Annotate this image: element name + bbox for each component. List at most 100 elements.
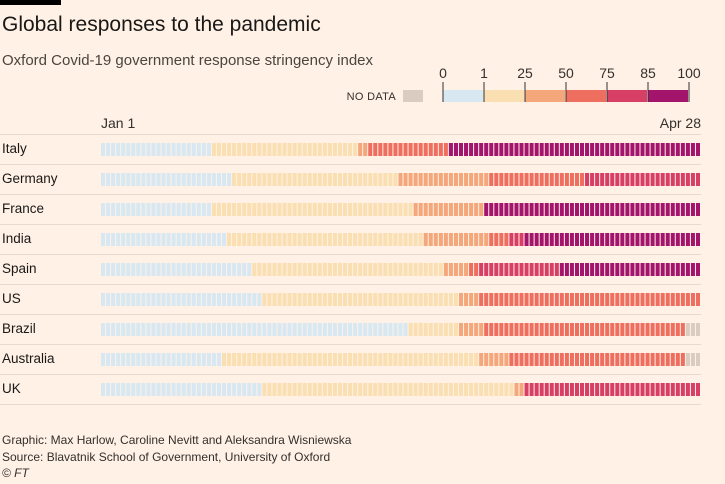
day-cell (146, 353, 151, 366)
day-cell (378, 323, 383, 336)
day-cell (348, 323, 353, 336)
day-cell (363, 143, 368, 156)
day-cell (358, 323, 363, 336)
day-cell (509, 143, 514, 156)
day-cell (645, 383, 650, 396)
day-cell (625, 293, 630, 306)
day-cell (448, 143, 453, 156)
day-cell (186, 323, 191, 336)
day-cell (625, 263, 630, 276)
day-cell (585, 173, 590, 186)
day-cell (595, 173, 600, 186)
day-cell (232, 293, 237, 306)
day-cell (106, 293, 111, 306)
country-label: Germany (2, 171, 58, 186)
day-cell (262, 143, 267, 156)
day-cell (368, 263, 373, 276)
day-cell (126, 233, 131, 246)
day-cell (136, 263, 141, 276)
day-cell (625, 233, 630, 246)
day-cell (418, 233, 423, 246)
day-cell (176, 143, 181, 156)
day-cell (353, 383, 358, 396)
day-cell (363, 173, 368, 186)
day-cell (534, 173, 539, 186)
day-cell (262, 323, 267, 336)
day-cell (549, 263, 554, 276)
day-cell (156, 233, 161, 246)
day-cell (423, 143, 428, 156)
day-cell (675, 203, 680, 216)
day-cell (680, 293, 685, 306)
day-cell (685, 173, 690, 186)
day-cell (464, 323, 469, 336)
day-cell (494, 293, 499, 306)
day-cell (348, 143, 353, 156)
day-cell (161, 383, 166, 396)
day-cell (201, 233, 206, 246)
day-cell (670, 203, 675, 216)
day-cell (116, 383, 121, 396)
day-cell (186, 203, 191, 216)
day-cell (564, 233, 569, 246)
day-cell (262, 353, 267, 366)
day-cell (111, 383, 116, 396)
day-cell (287, 323, 292, 336)
day-cell (529, 383, 534, 396)
day-cell (368, 173, 373, 186)
day-cell (191, 233, 196, 246)
day-cell (297, 383, 302, 396)
day-cell (383, 263, 388, 276)
day-cell (348, 203, 353, 216)
day-cell (645, 323, 650, 336)
day-cell (201, 293, 206, 306)
day-cell (403, 383, 408, 396)
day-cell (358, 233, 363, 246)
day-cell (509, 383, 514, 396)
day-cell (690, 353, 695, 366)
day-cell (151, 263, 156, 276)
day-cell (635, 173, 640, 186)
day-cell (232, 383, 237, 396)
day-cell (539, 323, 544, 336)
day-cell (484, 143, 489, 156)
day-cell (206, 233, 211, 246)
day-cell (222, 143, 227, 156)
day-cell (307, 323, 312, 336)
day-cell (343, 293, 348, 306)
day-cell (111, 173, 116, 186)
day-cell (156, 293, 161, 306)
day-cell (569, 263, 574, 276)
day-cell (327, 203, 332, 216)
day-cell (116, 293, 121, 306)
day-cell (509, 203, 514, 216)
day-cell (247, 353, 252, 366)
day-cell (161, 293, 166, 306)
source-credit: Source: Blavatnik School of Government, … (2, 450, 331, 464)
day-cell (211, 293, 216, 306)
day-cell (549, 383, 554, 396)
day-cell (181, 353, 186, 366)
day-cell (151, 353, 156, 366)
day-cell (423, 233, 428, 246)
day-cell (479, 293, 484, 306)
day-cell (509, 353, 514, 366)
day-cell (569, 353, 574, 366)
day-cell (257, 143, 262, 156)
day-cell (388, 173, 393, 186)
day-cell (423, 353, 428, 366)
day-cell (216, 323, 222, 336)
day-cell (176, 173, 181, 186)
day-cell (267, 233, 272, 246)
day-cell (348, 263, 353, 276)
day-cell (585, 233, 590, 246)
day-cell (579, 323, 585, 336)
day-cell (343, 203, 348, 216)
day-cell (388, 353, 393, 366)
day-cell (337, 293, 343, 306)
day-cell (559, 353, 564, 366)
day-cell (277, 353, 282, 366)
day-cell (322, 203, 327, 216)
legend-band-swatch (607, 90, 647, 102)
day-cell (539, 383, 544, 396)
